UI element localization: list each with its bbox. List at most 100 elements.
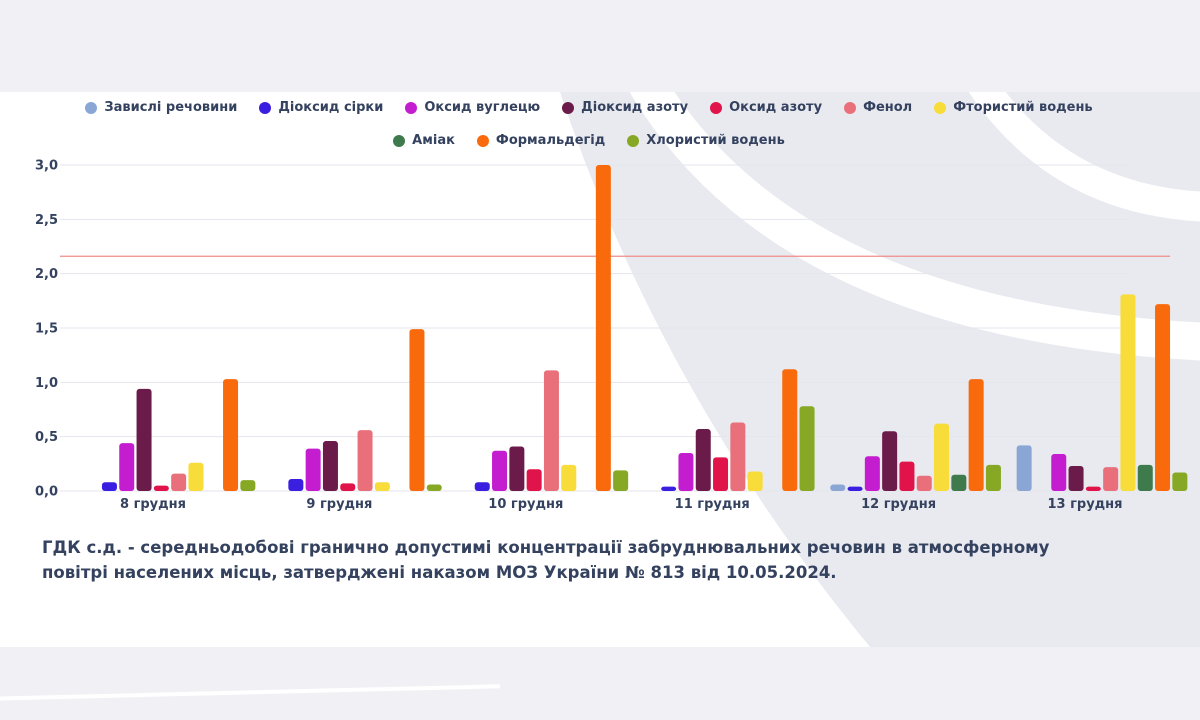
chart-card: 0,0 0,5 1,0 1,5 2,0 2,5 3,0 8 грудня 9 грудня 10… [0, 92, 1200, 647]
footnote-line-2: повітрі населених місць, затверджені нак… [42, 563, 837, 582]
bar [1051, 454, 1067, 491]
legend-dot-icon [844, 101, 857, 114]
y-tick-label: 3,0 [35, 159, 58, 174]
footnote-line-1: ГДК с.д. - середньодобові гранично допус… [42, 538, 1050, 557]
deco-gray-shape [560, 92, 1200, 647]
legend-dot-icon [562, 101, 575, 114]
bar [561, 464, 577, 491]
legend-row-2: Аміак Формальдегід Хлористий водень [0, 133, 1189, 148]
bar [305, 448, 321, 491]
x-tick-label: 12 грудня [861, 497, 936, 512]
legend-label: Завислі речовини [104, 100, 238, 115]
bar [678, 452, 694, 491]
bar [934, 423, 950, 491]
legend-label: Фтористий водень [953, 100, 1093, 115]
bar [153, 485, 169, 491]
legend-dot-icon [85, 101, 98, 114]
legend-item[interactable]: Хлористий водень [627, 133, 785, 148]
deco-gray-shape-left [0, 392, 230, 647]
bar [492, 450, 508, 491]
bar [830, 484, 846, 491]
bar-chart: 0,0 0,5 1,0 1,5 2,0 2,5 3,0 8 грудня 9 грудня 10… [35, 159, 1188, 512]
bar [1068, 466, 1084, 491]
x-tick-label: 13 грудня [1047, 497, 1122, 512]
bar [985, 464, 1001, 491]
bar [713, 457, 729, 491]
y-tick-label: 0,0 [35, 485, 58, 500]
x-axis-ticks: 8 грудня 9 грудня 10 грудня 11 грудня 12 гру… [120, 497, 1123, 512]
legend-item[interactable]: Аміак [393, 133, 455, 148]
bar [899, 461, 915, 491]
legend-label: Хлористий водень [646, 133, 785, 148]
bar [119, 443, 135, 491]
x-tick-label: 11 грудня [675, 497, 750, 512]
legend-label: Фенол [863, 100, 913, 115]
bar [526, 469, 542, 491]
bar [968, 379, 984, 491]
legend-dot-icon [710, 101, 723, 114]
bar [916, 475, 932, 491]
footnote: ГДК с.д. - середньодобові гранично допус… [42, 535, 1142, 585]
bar [1016, 445, 1032, 491]
bottom-band [0, 647, 1200, 720]
bar [509, 446, 525, 491]
legend-item[interactable]: Фтористий водень [934, 100, 1093, 115]
legend-label: Оксид вуглецю [424, 100, 541, 115]
bar [730, 422, 746, 491]
legend-item[interactable]: Оксид азоту [710, 100, 822, 115]
bar [951, 474, 967, 491]
legend-row-1: Завислі речовини Діоксид сірки Оксид вугле… [0, 100, 1189, 115]
legend-label: Діоксид сірки [278, 100, 384, 115]
legend-dot-icon [405, 101, 418, 114]
bar [357, 430, 373, 491]
bar [695, 429, 711, 491]
y-tick-label: 1,5 [35, 322, 58, 337]
legend-item[interactable]: Діоксид азоту [562, 100, 688, 115]
deco-white-arc-2 [968, 92, 1200, 222]
bar [543, 370, 559, 491]
bar [223, 379, 239, 491]
bar [1120, 294, 1136, 491]
legend-item[interactable]: Завислі речовини [85, 100, 237, 115]
bar [322, 441, 338, 491]
legend-item[interactable]: Діоксид сірки [259, 100, 383, 115]
bar [613, 470, 629, 491]
legend-label: Формальдегід [495, 133, 606, 148]
bar [474, 482, 490, 491]
bar [288, 479, 304, 491]
bar [782, 369, 798, 491]
legend-dot-icon [934, 101, 947, 114]
bar [864, 456, 880, 491]
bar [1137, 464, 1153, 491]
top-band [0, 0, 1200, 92]
legend-item[interactable]: Фенол [844, 100, 912, 115]
bar [1085, 486, 1101, 491]
bar [1172, 472, 1188, 491]
deco-white-arc-1 [629, 92, 1200, 361]
bar [101, 482, 117, 491]
bar [799, 406, 815, 491]
legend-item[interactable]: Формальдегід [476, 133, 606, 148]
bar [409, 329, 425, 491]
x-tick-label: 8 грудня [120, 497, 186, 512]
bar [340, 483, 356, 491]
legend-label: Оксид азоту [729, 100, 823, 115]
bar [136, 388, 152, 491]
legend-dot-icon [627, 134, 640, 147]
legend-item[interactable]: Оксид вуглецю [405, 100, 540, 115]
y-tick-label: 1,0 [35, 376, 58, 391]
legend-label: Діоксид азоту [581, 100, 689, 115]
x-tick-label: 10 грудня [488, 497, 563, 512]
bar [426, 484, 442, 491]
bar [747, 471, 763, 491]
background-decoration [0, 92, 1200, 647]
grid-lines [60, 164, 1130, 492]
legend-label: Аміак [412, 133, 455, 148]
legend-dot-icon [476, 134, 489, 147]
bar [374, 482, 390, 491]
decorative-stripe [0, 684, 500, 701]
bar [847, 486, 863, 491]
bar [882, 431, 898, 491]
bars [101, 165, 1188, 491]
bar [595, 165, 611, 491]
